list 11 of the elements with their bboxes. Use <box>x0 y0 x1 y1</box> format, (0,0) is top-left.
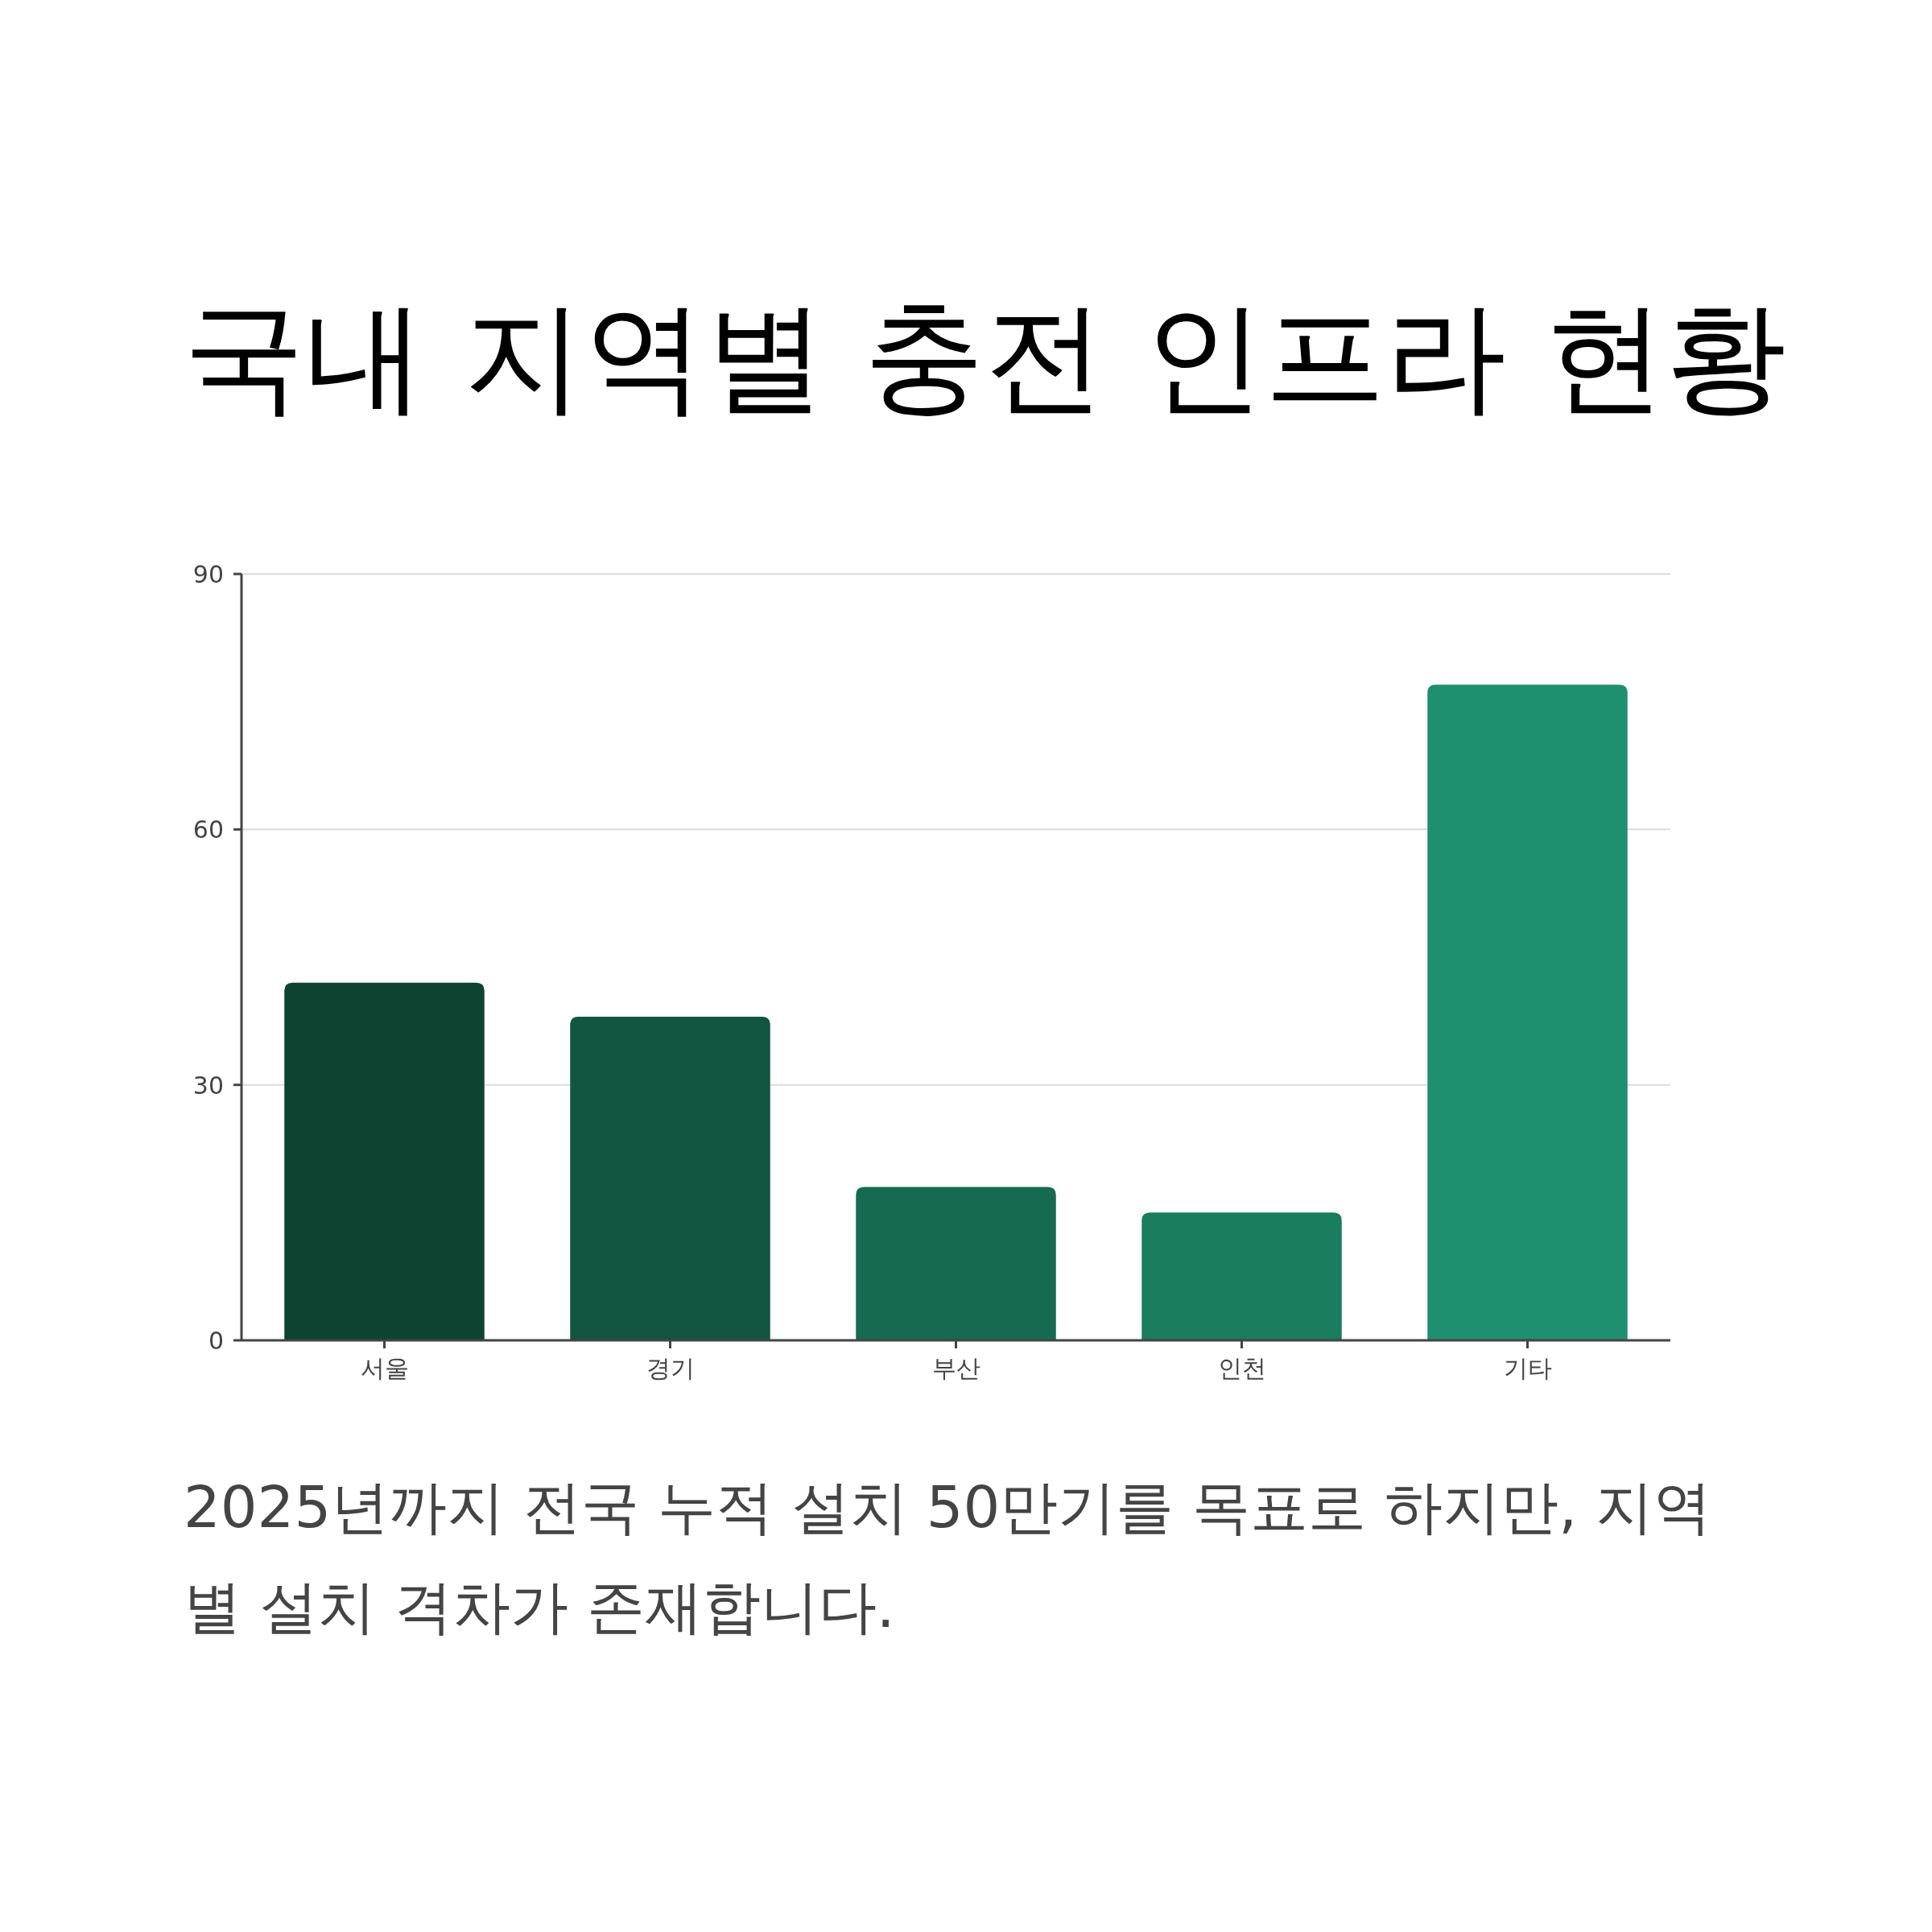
x-tick-label: 서울 <box>360 1354 409 1382</box>
y-tick-label: 30 <box>192 1071 224 1100</box>
title: 국내 지역별 충전 인프라 현황 <box>184 287 1786 427</box>
x-tick-label: 기타 <box>1503 1354 1552 1382</box>
x-tick-label: 인천 <box>1217 1354 1266 1382</box>
x-tick-label: 부산 <box>931 1354 980 1382</box>
x-tick-label: 경기 <box>646 1354 695 1382</box>
text: 2025년까지 전국 누적 설치 50만기를 목표로 하지만, 지역별 설치 격차가 존재합니다. <box>184 1472 1712 1642</box>
y-tick-label: 90 <box>192 560 224 588</box>
y-tick-label: 0 <box>208 1327 224 1355</box>
y-tick-label: 60 <box>192 815 224 844</box>
